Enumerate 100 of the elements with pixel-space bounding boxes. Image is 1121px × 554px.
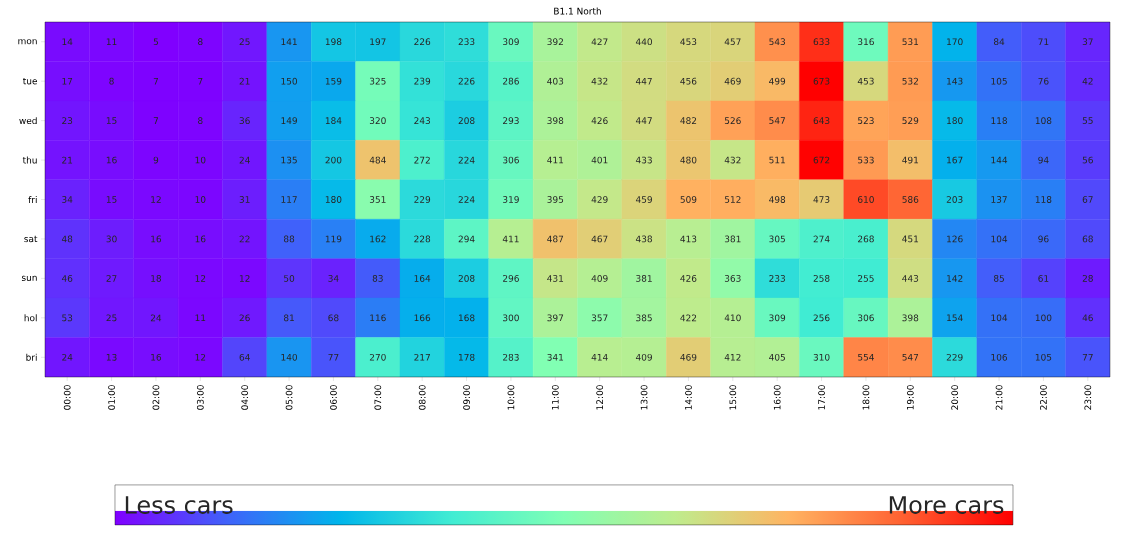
data-label: 36 [239, 117, 250, 124]
data-label: 14 [62, 38, 73, 45]
y-tick-label: sat [24, 235, 38, 243]
data-label: 547 [769, 117, 785, 124]
data-label: 166 [414, 314, 431, 322]
data-label: 12 [195, 275, 206, 282]
data-label: 233 [458, 38, 475, 46]
x-tick-label: 06:00 [330, 385, 337, 410]
data-label: 363 [724, 275, 741, 282]
data-label: 411 [547, 156, 564, 164]
data-label: 484 [369, 156, 386, 164]
x-tick-label: 00:00 [63, 385, 71, 410]
data-label: 239 [414, 77, 431, 85]
data-label: 319 [503, 196, 519, 203]
data-label: 117 [281, 196, 297, 203]
x-tick-label: 03:00 [196, 385, 204, 410]
x-tick-label: 11:00 [551, 385, 559, 410]
data-label: 643 [813, 117, 830, 124]
data-label: 432 [591, 77, 608, 85]
data-label: 34 [62, 196, 73, 203]
data-label: 293 [503, 117, 519, 124]
data-label: 310 [813, 353, 830, 361]
data-label: 451 [902, 235, 919, 243]
data-label: 217 [414, 353, 430, 361]
y-tick-label: thu [22, 156, 37, 164]
data-label: 429 [591, 196, 608, 203]
data-label: 440 [635, 38, 653, 46]
data-label: 316 [858, 38, 874, 46]
data-label: 229 [414, 196, 431, 203]
x-tick-label: 12:00 [596, 385, 604, 410]
data-label: 8 [198, 117, 203, 124]
data-label: 305 [769, 235, 785, 243]
data-label: 456 [680, 77, 697, 85]
data-label: 46 [1082, 314, 1093, 322]
x-tick-label: 09:00 [463, 385, 470, 410]
y-tick-label: hol [24, 314, 37, 322]
data-label: 24 [239, 156, 250, 164]
data-label: 226 [414, 38, 431, 46]
data-label: 422 [680, 314, 697, 322]
data-label: 104 [991, 314, 1008, 322]
data-label: 473 [813, 196, 830, 203]
x-tick-label: 15:00 [729, 385, 737, 410]
data-label: 300 [503, 314, 519, 322]
data-label: 25 [239, 38, 250, 46]
x-tick-label: 02:00 [152, 385, 160, 410]
data-label: 414 [591, 354, 608, 361]
data-label: 272 [414, 156, 430, 164]
data-label: 403 [547, 77, 564, 85]
data-label: 143 [947, 77, 963, 85]
data-label: 385 [636, 314, 652, 322]
data-label: 15 [106, 117, 117, 124]
data-label: 42 [1082, 77, 1093, 85]
data-label: 12 [195, 353, 206, 361]
data-label: 15 [106, 196, 117, 203]
data-label: 482 [680, 117, 697, 124]
data-label: 672 [813, 156, 830, 164]
data-label: 459 [635, 196, 652, 203]
data-label: 13 [106, 353, 117, 361]
data-label: 401 [591, 156, 608, 164]
data-label: 118 [1035, 196, 1052, 203]
data-label: 526 [724, 117, 741, 124]
data-label: 141 [281, 38, 297, 45]
data-label: 34 [328, 275, 339, 282]
data-label: 56 [1082, 156, 1093, 164]
data-label: 10 [195, 196, 206, 203]
y-tick-label: wed [19, 117, 37, 125]
y-tick-label: bri [26, 353, 37, 361]
data-label: 306 [858, 314, 874, 322]
data-label: 200 [325, 156, 342, 164]
data-label: 543 [769, 38, 786, 46]
data-label: 533 [858, 156, 874, 164]
data-label: 76 [1038, 77, 1049, 85]
data-label: 410 [724, 314, 741, 322]
data-label: 431 [547, 275, 564, 282]
data-label: 453 [680, 38, 697, 46]
data-label: 233 [769, 275, 786, 282]
data-label: 392 [547, 38, 563, 46]
data-label: 487 [547, 235, 564, 243]
data-label: 586 [902, 196, 919, 203]
x-tick-label: 13:00 [640, 385, 648, 410]
data-label: 16 [151, 235, 162, 243]
data-label: 412 [724, 353, 741, 361]
data-label: 137 [991, 196, 1007, 203]
data-label: 208 [458, 117, 475, 124]
data-label: 198 [325, 38, 342, 46]
data-label: 126 [947, 235, 963, 243]
data-label: 274 [813, 235, 830, 243]
data-label: 11 [195, 314, 206, 322]
data-label: 306 [503, 156, 519, 164]
data-label: 438 [635, 235, 652, 243]
data-label: 96 [1038, 235, 1049, 243]
data-label: 83 [372, 275, 383, 282]
data-label: 105 [991, 77, 1007, 85]
data-label: 12 [239, 275, 250, 282]
data-label: 351 [369, 196, 386, 203]
data-label: 116 [370, 314, 386, 322]
data-label: 8 [109, 77, 114, 85]
data-label: 68 [328, 314, 339, 322]
data-label: 547 [902, 353, 919, 361]
data-label: 85 [993, 275, 1004, 282]
